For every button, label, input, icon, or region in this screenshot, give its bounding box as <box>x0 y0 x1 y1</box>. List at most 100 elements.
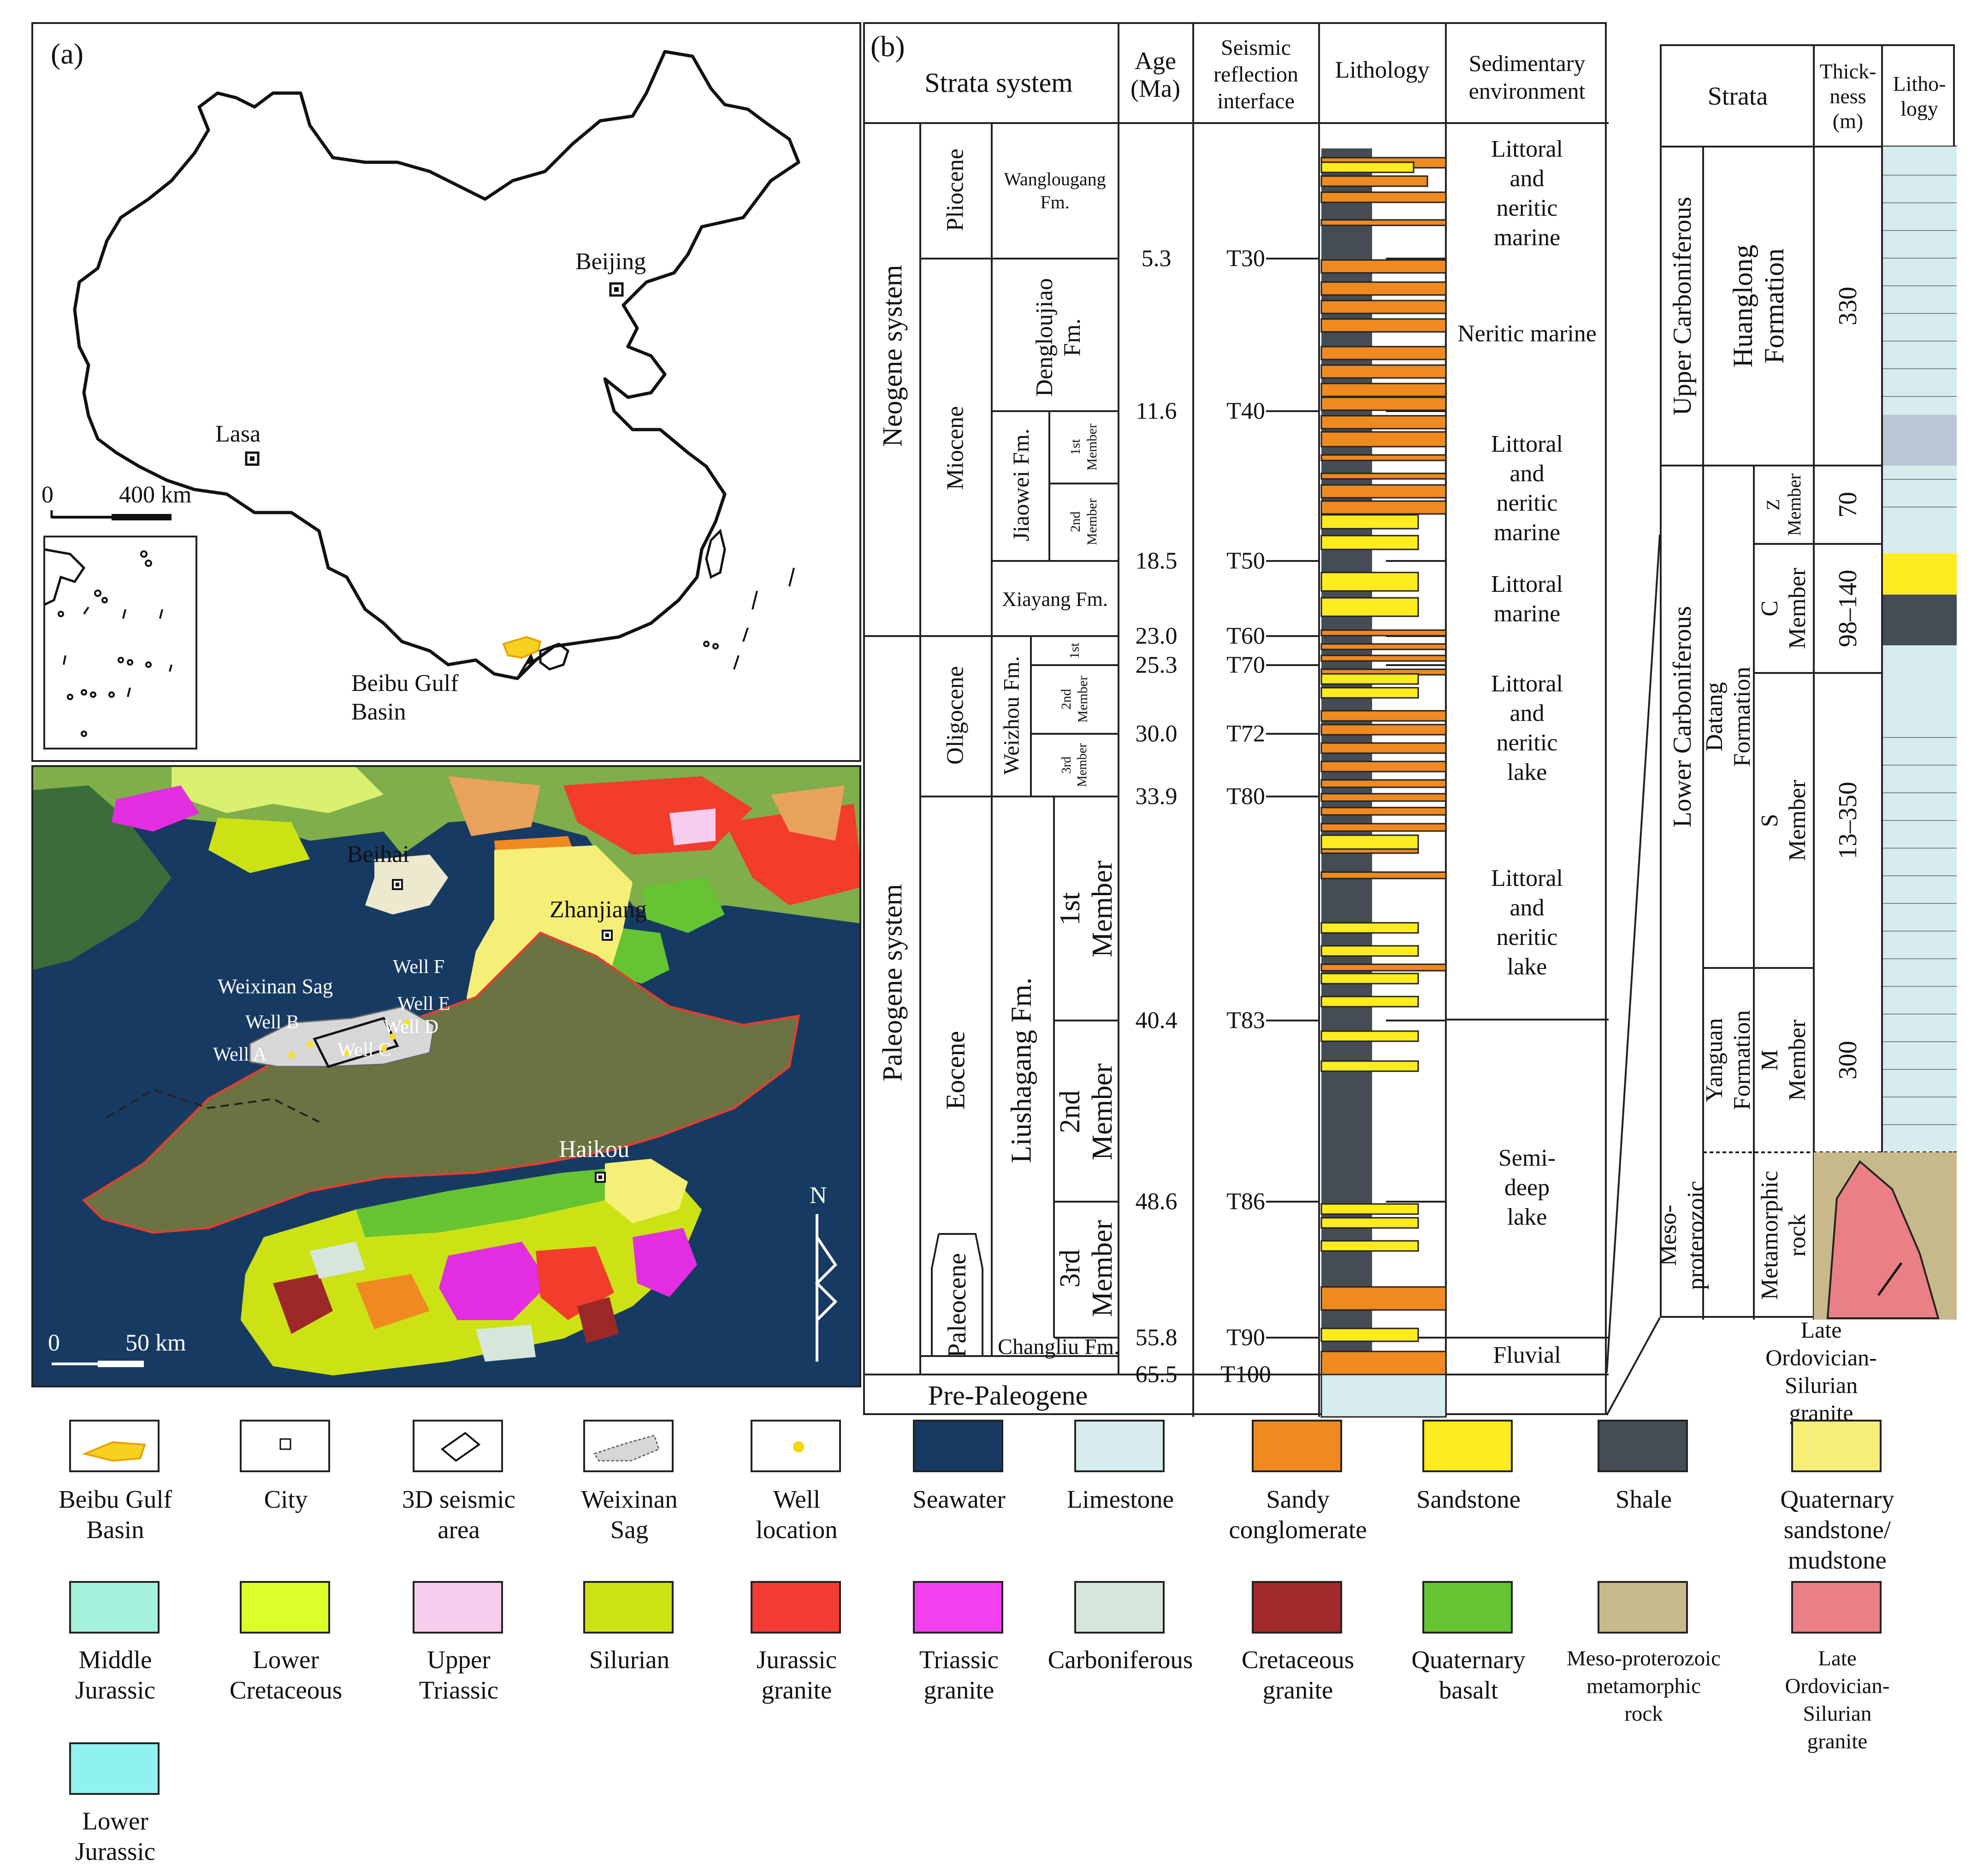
legend-swatch-shale <box>1598 1420 1688 1472</box>
env-liushagang-1st: Littoral and neritic lake <box>1491 865 1563 980</box>
age-48-6: 48.6 <box>1135 1188 1178 1215</box>
legend-swatch-silurian <box>583 1581 674 1634</box>
legend-swatch-carboniferous <box>1074 1581 1165 1634</box>
age-23-0: 23.0 <box>1135 623 1178 649</box>
legend-swatch-well <box>751 1420 841 1472</box>
series-pliocene: Pliocene <box>942 148 969 231</box>
well-d-label: Well D <box>384 1016 439 1038</box>
interface-t70: T70 <box>1226 652 1265 678</box>
env-dengloujiao: Neritic marine <box>1457 320 1597 347</box>
legend-swatch-quaternary-sand <box>1791 1420 1882 1472</box>
interface-t86: T86 <box>1226 1188 1265 1215</box>
legend-label-shale: Shale <box>1615 1485 1672 1513</box>
legend-swatch-sandy-conglomerate <box>1252 1420 1342 1472</box>
interface-t40: T40 <box>1226 398 1265 425</box>
env-pliocene: Littoral and neritic marine <box>1491 136 1563 251</box>
beibu-gulf-basin-shape <box>502 636 542 659</box>
age-25-3: 25.3 <box>1135 652 1178 678</box>
thickness-huanglong: 330 <box>1834 287 1862 325</box>
legend-label-limestone: Limestone <box>1066 1485 1174 1513</box>
fm-datang: Datang Formation <box>1701 667 1755 767</box>
member-liushagang-3rd: 3rd Member <box>1054 1220 1118 1317</box>
fm-changliu: Changliu Fm. <box>997 1334 1120 1359</box>
fm-huanglong: Huanglong Formation <box>1728 244 1789 368</box>
member-weizhou-2nd: 2nd Member <box>1059 676 1090 723</box>
interface-t50: T50 <box>1226 548 1265 574</box>
legend: Beibu Gulf Basin City 3D seismic area We… <box>0 1415 1977 1876</box>
system-paleogene: Paleogene system <box>877 884 908 1082</box>
panel-b-label: (b) <box>870 30 905 63</box>
member-z: Z Member <box>1763 473 1805 536</box>
legend-label-sandstone: Sandstone <box>1416 1485 1521 1513</box>
env-changliu: Fluvial <box>1493 1342 1561 1369</box>
panel-a-label: (a) <box>51 37 84 70</box>
beijing-marker <box>609 282 624 297</box>
fm-dengloujiao: Dengloujiao Fm. <box>1031 278 1085 397</box>
header-seismic: Seismic reflection interface <box>1213 35 1298 113</box>
fm-metamorphic: Metamorphic rock <box>1757 1170 1811 1300</box>
stratigraphic-column <box>865 24 1609 1418</box>
legend-swatch-upper-triassic <box>413 1581 503 1634</box>
hainan-island <box>539 643 569 671</box>
south-china-sea-inset <box>43 536 197 749</box>
system-pre-paleogene: Pre-Paleogene <box>928 1380 1088 1411</box>
fm-liushagang: Liushagang Fm. <box>1006 977 1037 1163</box>
member-jiaowei-1st: 1st Member <box>1068 424 1100 471</box>
well-e-label: Well E <box>397 993 450 1015</box>
member-c: C Member <box>1757 567 1811 649</box>
interface-t90: T90 <box>1226 1324 1265 1351</box>
member-m: M Member <box>1757 1019 1811 1101</box>
env-weizhou: Littoral and neritic lake <box>1491 671 1563 785</box>
thickness-s: 13–350 <box>1834 782 1862 859</box>
legend-label-triassic-granite: Triassic granite <box>919 1646 999 1704</box>
system-neogene: Neogene system <box>877 265 908 447</box>
interface-t100: T100 <box>1220 1361 1271 1388</box>
city-lasa: Lasa <box>215 421 261 447</box>
fm-wanglougang: Wanglougang Fm. <box>1004 169 1106 212</box>
legend-swatch-sag <box>583 1420 674 1472</box>
well-a-label: Well A <box>213 1044 267 1065</box>
legend-label-cretaceous-granite: Cretaceous granite <box>1241 1646 1355 1704</box>
legend-swatch-basin <box>69 1420 160 1472</box>
legend-label-sandy-conglomerate: Sandy conglomerate <box>1229 1485 1367 1544</box>
header-environment: Sedimentary environment <box>1468 50 1586 104</box>
weixinan-sag-label: Weixinan Sag <box>218 975 333 998</box>
north-label: N <box>810 1182 827 1209</box>
header-thickness: Thick- ness (m) <box>1819 59 1876 133</box>
age-5-3: 5.3 <box>1141 245 1172 272</box>
legend-swatch-3d-seismic <box>413 1420 503 1472</box>
thickness-z: 70 <box>1834 492 1862 518</box>
well-b-label: Well B <box>245 1012 299 1033</box>
legend-swatch-quaternary-basalt <box>1422 1581 1513 1634</box>
legend-label-3d-seismic: 3D seismic area <box>402 1485 515 1544</box>
legend-label-upper-triassic: Upper Triassic <box>419 1646 499 1704</box>
city-beihai: Beihai <box>347 841 409 867</box>
env-xiayang: Littoral marine <box>1491 571 1563 627</box>
fm-yanguan: Yanguan Formation <box>1701 1010 1755 1110</box>
china-border <box>73 50 800 680</box>
3d-seismic-area <box>313 1017 399 1068</box>
age-65-5: 65.5 <box>1135 1361 1178 1388</box>
panel-c-pre-paleogene: Strata Thick- ness (m) Litho- logy Upper… <box>1655 44 1957 1320</box>
age-30-0: 30.0 <box>1135 720 1178 747</box>
legend-label-lower-jurassic: Lower Jurassic <box>75 1807 156 1865</box>
member-jiaowei-2nd: 2nd Member <box>1068 498 1100 545</box>
legend-label-city: City <box>264 1485 308 1513</box>
interface-t60: T60 <box>1226 623 1265 649</box>
header-age: Age (Ma) <box>1131 47 1180 102</box>
legend-swatch-limestone <box>1074 1420 1165 1472</box>
weixinan-sag-area <box>249 1006 435 1068</box>
china-outline-map <box>43 50 800 749</box>
env-jiaowei: Littoral and neritic marine <box>1491 431 1563 546</box>
thickness-c: 98–140 <box>1834 570 1862 647</box>
legend-swatch-sandstone <box>1422 1420 1513 1472</box>
legend-label-jurassic-granite: Jurassic granite <box>756 1646 837 1704</box>
header-strata-c: Strata <box>1707 82 1768 111</box>
age-11-6: 11.6 <box>1136 398 1177 425</box>
member-weizhou-1st: 1st <box>1067 643 1082 659</box>
series-miocene: Miocene <box>942 406 969 490</box>
legend-swatch-triassic-granite <box>913 1581 1003 1634</box>
beibu-gulf-basin-label: Beibu Gulf Basin <box>351 670 459 725</box>
legend-label-quaternary-sand: Quaternary sandstone/ mudstone <box>1780 1485 1894 1574</box>
legend-swatch-city <box>240 1420 330 1472</box>
